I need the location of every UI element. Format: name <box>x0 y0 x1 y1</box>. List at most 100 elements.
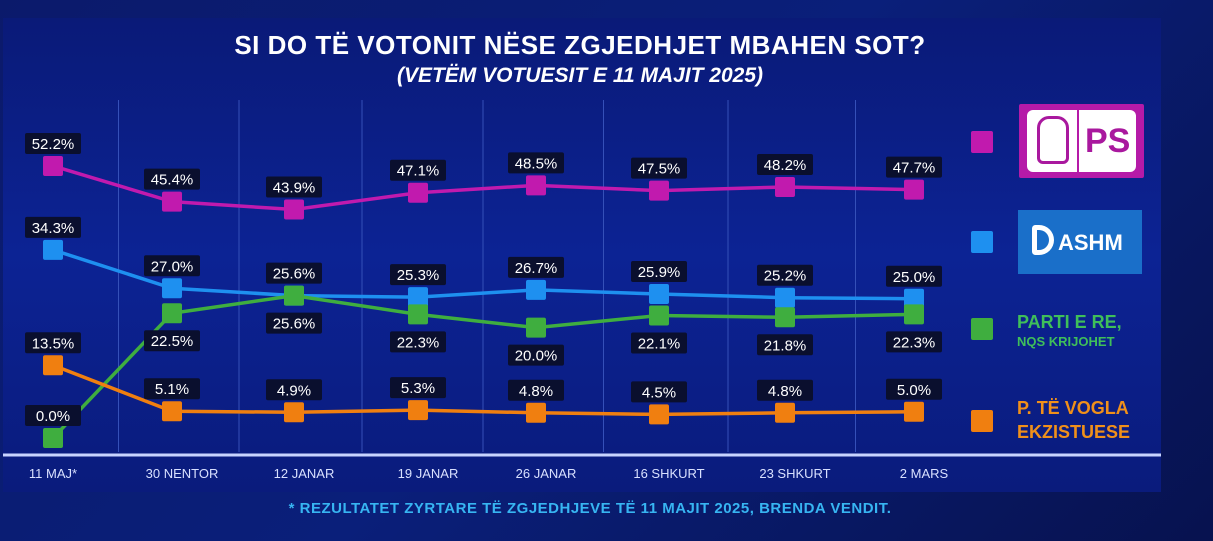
ps-logo: PS <box>1019 104 1144 178</box>
data-point <box>408 400 428 421</box>
data-label-bg <box>508 344 564 366</box>
data-point <box>775 287 795 308</box>
data-label-bg <box>390 331 446 353</box>
data-point <box>526 317 546 338</box>
data-label-bg <box>390 377 446 399</box>
data-point <box>904 179 924 200</box>
data-label-bg <box>757 264 813 286</box>
data-label-bg <box>144 168 200 190</box>
data-label: 4.9% <box>277 382 311 399</box>
data-label-bg <box>886 378 942 400</box>
data-label: 25.0% <box>893 269 936 286</box>
x-tick-label: 2 MARS <box>900 466 949 481</box>
data-point <box>162 278 182 299</box>
data-point <box>775 307 795 328</box>
data-label-bg <box>266 379 322 401</box>
data-point <box>43 155 63 176</box>
data-label-bg <box>144 378 200 400</box>
data-point <box>904 288 924 309</box>
legend-label-ekzistuese: EKZISTUESE <box>1017 422 1131 442</box>
data-point <box>162 191 182 212</box>
data-point <box>526 279 546 300</box>
data-point <box>649 305 669 326</box>
data-label-bg <box>757 379 813 401</box>
legend-swatch-ps <box>971 131 993 153</box>
data-label-bg <box>886 265 942 287</box>
data-label: 13.5% <box>32 335 75 352</box>
x-tick-label: 19 JANAR <box>398 466 459 481</box>
data-point <box>526 175 546 196</box>
data-label-bg <box>508 379 564 401</box>
dashm-logo-text: ASHM <box>1058 230 1123 255</box>
data-label-bg <box>508 256 564 278</box>
data-label: 25.6% <box>273 266 316 283</box>
data-label: 0.0% <box>36 408 70 425</box>
data-label-bg <box>757 153 813 175</box>
data-point <box>775 402 795 423</box>
data-point <box>408 304 428 325</box>
data-point <box>43 428 63 448</box>
data-label: 22.1% <box>638 336 681 353</box>
data-label-bg <box>631 381 687 403</box>
data-label-bg <box>266 176 322 198</box>
data-label-bg <box>508 152 564 174</box>
rose-fist-icon <box>1037 116 1069 164</box>
data-label-bg <box>266 312 322 334</box>
x-tick-label: 11 MAJ* <box>29 466 77 481</box>
data-label: 52.2% <box>32 136 75 153</box>
data-label-bg <box>144 330 200 352</box>
data-label-bg <box>390 159 446 181</box>
series-line-0 <box>52 164 915 212</box>
data-label: 47.1% <box>397 163 440 180</box>
legend-label-parti-e-re: PARTI E RE, <box>1017 312 1122 332</box>
data-point <box>408 287 428 308</box>
data-label: 5.0% <box>897 382 931 399</box>
data-point <box>526 402 546 423</box>
data-label-bg <box>144 255 200 277</box>
x-tick-label: 12 JANAR <box>274 466 335 481</box>
data-label: 4.8% <box>768 383 802 400</box>
data-label-bg <box>757 334 813 356</box>
data-label: 22.5% <box>151 333 194 350</box>
x-tick-label: 16 SHKURT <box>633 466 704 481</box>
data-label-bg <box>266 262 322 284</box>
series-line-1 <box>52 248 915 301</box>
data-label-bg <box>631 157 687 179</box>
data-point <box>904 304 924 325</box>
data-label: 22.3% <box>397 334 440 351</box>
d-logo-icon <box>1032 225 1054 255</box>
data-label: 27.0% <box>151 258 194 275</box>
data-label-bg <box>25 332 81 354</box>
legend-swatch-parti-e-re <box>971 318 993 340</box>
data-label-bg <box>390 264 446 286</box>
data-label: 34.3% <box>32 220 75 237</box>
data-label: 25.9% <box>638 264 681 281</box>
data-label-bg <box>631 261 687 283</box>
data-label-bg <box>886 156 942 178</box>
chart-title: SI DO TË VOTONIT NËSE ZGJEDHJET MBAHEN S… <box>234 30 926 60</box>
data-point <box>284 199 304 220</box>
data-label: 26.7% <box>515 260 558 277</box>
data-point <box>775 176 795 197</box>
data-label: 25.3% <box>397 267 440 284</box>
data-point <box>408 182 428 203</box>
data-label: 4.8% <box>519 383 553 400</box>
ps-logo-text: PS <box>1085 122 1131 160</box>
data-label: 43.9% <box>273 180 316 197</box>
data-label: 45.4% <box>151 172 194 189</box>
data-point <box>284 285 304 306</box>
data-label: 21.8% <box>764 337 807 354</box>
data-label-bg <box>25 405 81 426</box>
footnote: * REZULTATET ZYRTARE TË ZGJEDHJEVE TË 11… <box>288 500 892 517</box>
data-label-bg <box>631 332 687 354</box>
series-line-3 <box>52 363 915 417</box>
data-label: 47.5% <box>638 161 681 178</box>
data-label-bg <box>25 216 81 238</box>
data-label: 5.1% <box>155 381 189 398</box>
legend-label-p-te-vogla: P. TË VOGLA <box>1017 398 1129 418</box>
dashm-logo: ASHM <box>1018 210 1142 274</box>
data-label: 48.5% <box>515 155 558 172</box>
data-label-bg <box>886 331 942 353</box>
data-label: 25.2% <box>764 268 807 285</box>
chart-subtitle: (VETËM VOTUESIT E 11 MAJIT 2025) <box>396 64 764 87</box>
